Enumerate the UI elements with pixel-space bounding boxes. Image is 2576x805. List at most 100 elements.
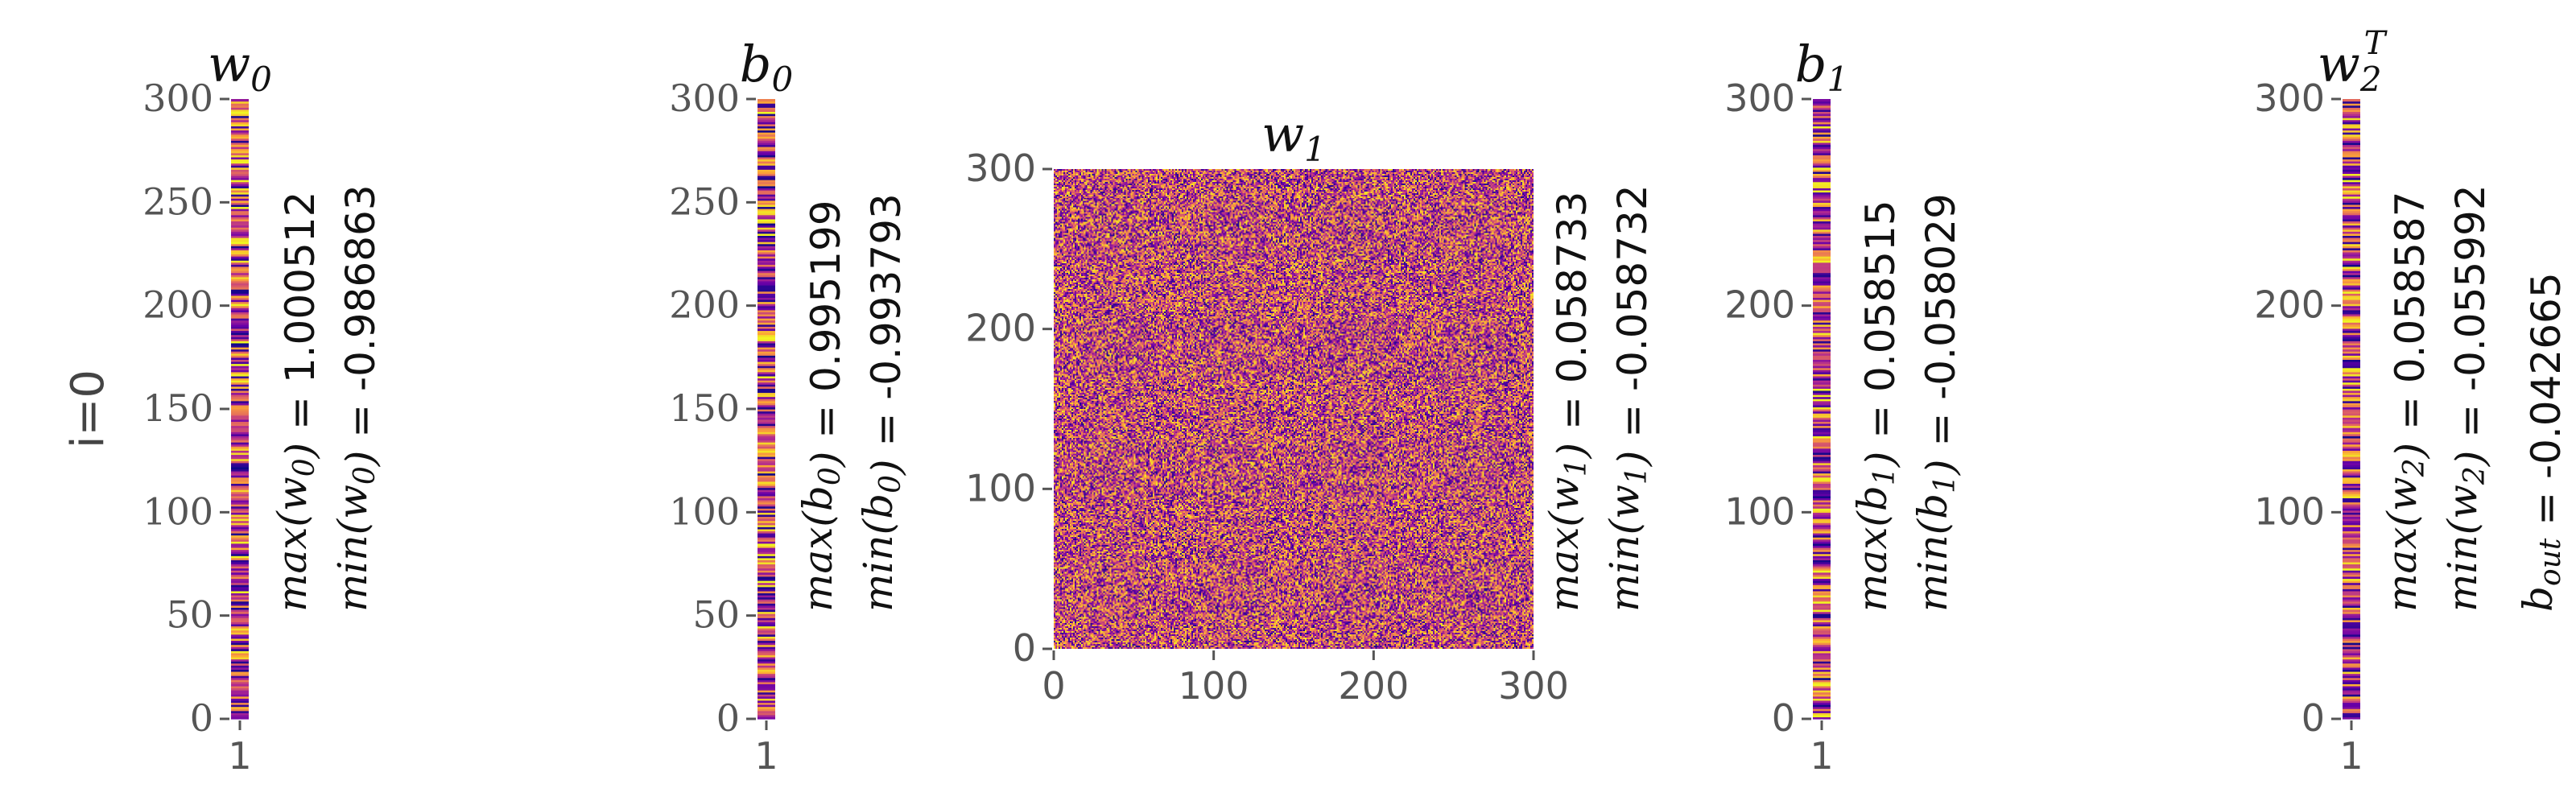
heatmap-cell — [758, 254, 775, 257]
heatmap-cell — [231, 407, 249, 410]
heatmap-cell — [1813, 698, 1831, 701]
row-label: i=0 — [62, 369, 114, 448]
heatmap-cell — [2343, 572, 2360, 575]
panel-w0: 0 50 100 150 200 250 300 1 w0 max(w0) = 1.000512m… — [142, 35, 384, 778]
heatmap-cell — [758, 646, 775, 650]
heatmap-cell — [1813, 632, 1831, 635]
heatmap-cell — [1813, 675, 1831, 679]
heatmap-cell — [1813, 398, 1831, 402]
heatmap-cell — [2343, 493, 2360, 497]
heatmap-cell — [1813, 669, 1831, 672]
heatmap-cell — [1813, 243, 1831, 246]
heatmap-cell — [2343, 704, 2360, 708]
heatmap-cell — [231, 254, 249, 257]
heatmap-cell — [2343, 225, 2360, 228]
heatmap-cell — [758, 147, 775, 150]
heatmap-cell — [1813, 485, 1831, 489]
heatmap-cell — [231, 246, 249, 249]
heatmap-cell — [231, 134, 249, 137]
stat-label-w2-2: bout = -0.042665 — [2515, 272, 2570, 612]
heatmap-cell — [231, 103, 249, 106]
heatmap-cell — [1813, 477, 1831, 480]
heatmap-cell — [2343, 681, 2360, 684]
heatmap-cell — [758, 458, 775, 461]
heatmap-cell — [1813, 347, 1831, 350]
heatmap-cell — [1813, 611, 1831, 614]
heatmap-cell — [758, 210, 775, 213]
heatmap-cell — [231, 165, 249, 168]
heatmap-cell — [231, 417, 249, 420]
heatmap-cell — [1813, 254, 1831, 257]
heatmap-cell — [231, 309, 249, 312]
heatmap-cell — [1813, 276, 1831, 279]
heatmap-cell — [231, 411, 249, 414]
heatmap-cell — [1813, 126, 1831, 129]
heatmap-cell — [231, 115, 249, 118]
heatmap-cell — [2343, 613, 2360, 617]
heatmap-cell — [758, 353, 775, 356]
heatmap-cell — [758, 227, 775, 230]
heatmap-cell — [1813, 487, 1831, 490]
heatmap-cell — [758, 357, 775, 360]
heatmap-cell — [758, 156, 775, 160]
heatmap-cell — [2343, 262, 2360, 265]
heatmap-cell — [1813, 640, 1831, 643]
heatmap-cell — [2343, 506, 2360, 509]
heatmap-cell — [2343, 458, 2360, 461]
heatmap-cell — [2343, 599, 2360, 602]
heatmap-cell — [231, 648, 249, 651]
heatmap-cell — [231, 349, 249, 352]
x-tick-label: 0 — [1042, 664, 1065, 708]
heatmap-cell — [1813, 134, 1831, 137]
heatmap-cell — [1813, 586, 1831, 589]
heatmap-cell — [231, 159, 249, 162]
heatmap-cell — [231, 235, 249, 238]
heatmap-cell — [1813, 427, 1831, 431]
heatmap-cell — [2343, 208, 2360, 212]
heatmap-cell — [2343, 559, 2360, 563]
heatmap-cell — [231, 156, 249, 160]
heatmap-cell — [231, 681, 249, 684]
heatmap-cell — [1813, 185, 1831, 188]
heatmap-cell — [231, 144, 249, 147]
heatmap-cell — [1813, 690, 1831, 693]
heatmap-cell — [1813, 264, 1831, 267]
heatmap-cell — [758, 386, 775, 389]
heatmap-cell — [1813, 380, 1831, 383]
heatmap-cell — [2343, 264, 2360, 267]
heatmap-cell — [1813, 181, 1831, 184]
heatmap-cell — [2343, 103, 2360, 106]
heatmap-cell — [2343, 165, 2360, 168]
heatmap-cell — [2343, 272, 2360, 275]
heatmap-cell — [2343, 119, 2360, 122]
heatmap-cell — [2343, 194, 2360, 197]
heatmap-cell — [758, 313, 775, 317]
heatmap-cell — [231, 192, 249, 195]
heatmap-cell — [2343, 316, 2360, 319]
heatmap-cell — [2343, 491, 2360, 494]
heatmap-cell — [231, 464, 249, 468]
heatmap-cell — [2343, 365, 2360, 369]
heatmap-cell — [758, 295, 775, 298]
heatmap-cell — [231, 454, 249, 457]
heatmap-cell — [1813, 361, 1831, 365]
heatmap-cell — [2343, 433, 2360, 436]
heatmap-cell — [758, 289, 775, 292]
heatmap-cell — [2343, 155, 2360, 158]
heatmap-cell — [1813, 122, 1831, 125]
heatmap-cell — [231, 669, 249, 672]
heatmap-cell — [231, 394, 249, 398]
heatmap-cell — [1813, 429, 1831, 432]
heatmap-cell — [1813, 716, 1831, 720]
stat-label-w1-1: min(w1) = -0.058732 — [1601, 184, 1656, 612]
heatmap-cell — [1813, 671, 1831, 675]
heatmap-cell — [1813, 619, 1831, 622]
heatmap-cell — [758, 276, 775, 279]
heatmap-cell — [758, 625, 775, 629]
heatmap-cell — [758, 390, 775, 394]
heatmap-cell — [758, 365, 775, 369]
heatmap-cell — [2343, 691, 2360, 695]
heatmap-cell — [1813, 198, 1831, 201]
heatmap-cell — [231, 518, 249, 522]
y-tick-label: 0 — [1013, 626, 1036, 670]
